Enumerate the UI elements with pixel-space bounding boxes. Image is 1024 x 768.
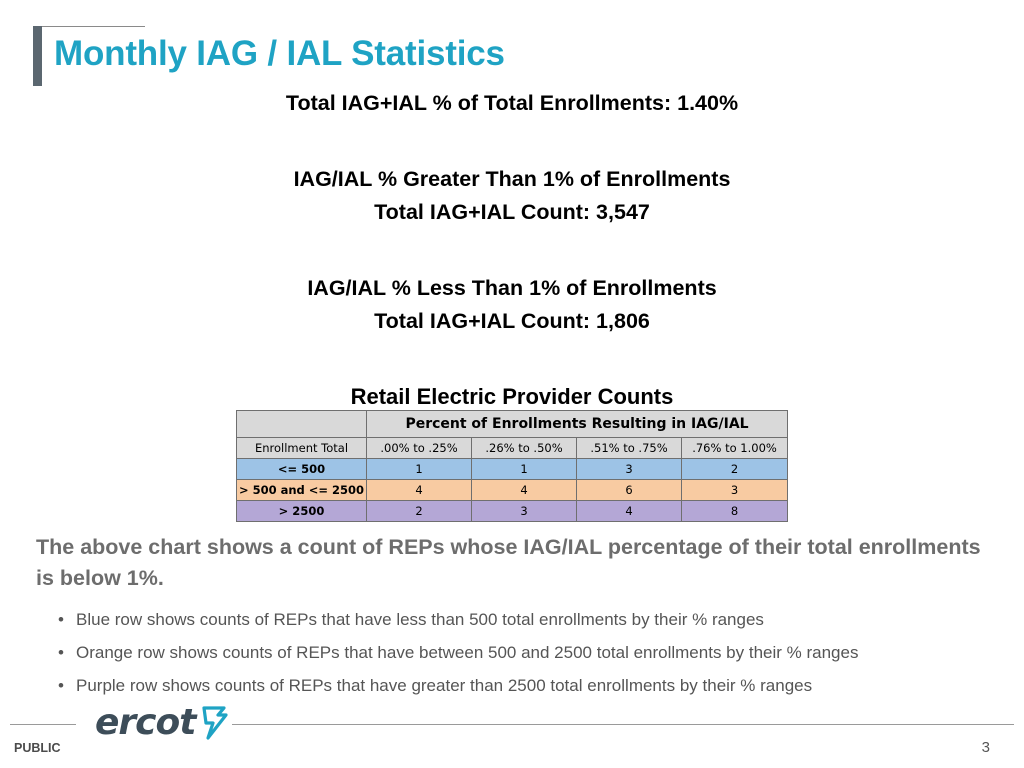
row-header: Enrollment Total (236, 437, 367, 459)
lightning-bolt-icon (202, 706, 229, 740)
footer-rule-right (232, 724, 1014, 725)
bullet-text: Purple row shows counts of REPs that hav… (76, 676, 813, 695)
group-header: Percent of Enrollments Resulting in IAG/… (365, 410, 789, 438)
bullet-text: Blue row shows counts of REPs that have … (76, 610, 764, 629)
logo-text: ercot (95, 701, 196, 743)
row-label: > 2500 (236, 500, 367, 522)
table-cell: 3 (471, 500, 577, 522)
table-row: > 2500 2 3 4 8 (236, 500, 789, 522)
table-cell: 3 (576, 458, 682, 480)
table-cell: 1 (366, 458, 472, 480)
column-header: .51% to .75% (576, 437, 682, 459)
list-item: • Purple row shows counts of REPs that ha… (58, 673, 858, 706)
bullet-icon: • (58, 643, 64, 662)
row-label: > 500 and <= 2500 (236, 479, 367, 501)
bullet-list: • Blue row shows counts of REPs that have… (58, 607, 858, 706)
table-cell: 1 (471, 458, 577, 480)
table-row: > 500 and <= 2500 4 4 6 3 (236, 479, 789, 501)
page-title: Monthly IAG / IAL Statistics (54, 34, 505, 73)
table-cell: 4 (576, 500, 682, 522)
page-number: 3 (981, 739, 990, 756)
table-cell: 3 (680, 479, 789, 501)
greater-count: Total IAG+IAL Count: 3,547 (374, 200, 650, 224)
ercot-logo: ercot (95, 701, 230, 743)
column-header: .26% to .50% (471, 437, 577, 459)
column-header: .00% to .25% (366, 437, 472, 459)
total-percent-line: Total IAG+IAL % of Total Enrollments: 1.… (285, 91, 739, 115)
table-cell: 2 (366, 500, 472, 522)
table-title: Retail Electric Provider Counts (350, 384, 674, 409)
table-cell: 4 (471, 479, 577, 501)
table-cell: 6 (576, 479, 682, 501)
list-item: • Blue row shows counts of REPs that have… (58, 607, 858, 640)
table-cell: 8 (680, 500, 789, 522)
greater-heading: IAG/IAL % Greater Than 1% of Enrollments (293, 167, 731, 191)
footer-label: PUBLIC (14, 741, 61, 755)
table-row: <= 500 1 1 3 2 (236, 458, 789, 480)
summary-text: The above chart shows a count of REPs wh… (36, 535, 981, 590)
less-count: Total IAG+IAL Count: 1,806 (374, 309, 650, 333)
footer-rule-left (10, 724, 76, 725)
list-item: • Orange row shows counts of REPs that ha… (58, 640, 858, 673)
rep-counts-table: Percent of Enrollments Resulting in IAG/… (236, 410, 789, 522)
top-rule (41, 26, 145, 27)
title-accent-bar (33, 26, 42, 86)
row-label: <= 500 (236, 458, 367, 480)
less-heading: IAG/IAL % Less Than 1% of Enrollments (307, 276, 717, 300)
bullet-text: Orange row shows counts of REPs that hav… (76, 643, 859, 662)
column-header: .76% to 1.00% (680, 437, 789, 459)
bullet-icon: • (58, 610, 64, 629)
table-cell: 2 (680, 458, 789, 480)
bullet-icon: • (58, 676, 64, 695)
table-cell: 4 (366, 479, 472, 501)
table-corner-cell (236, 410, 367, 438)
